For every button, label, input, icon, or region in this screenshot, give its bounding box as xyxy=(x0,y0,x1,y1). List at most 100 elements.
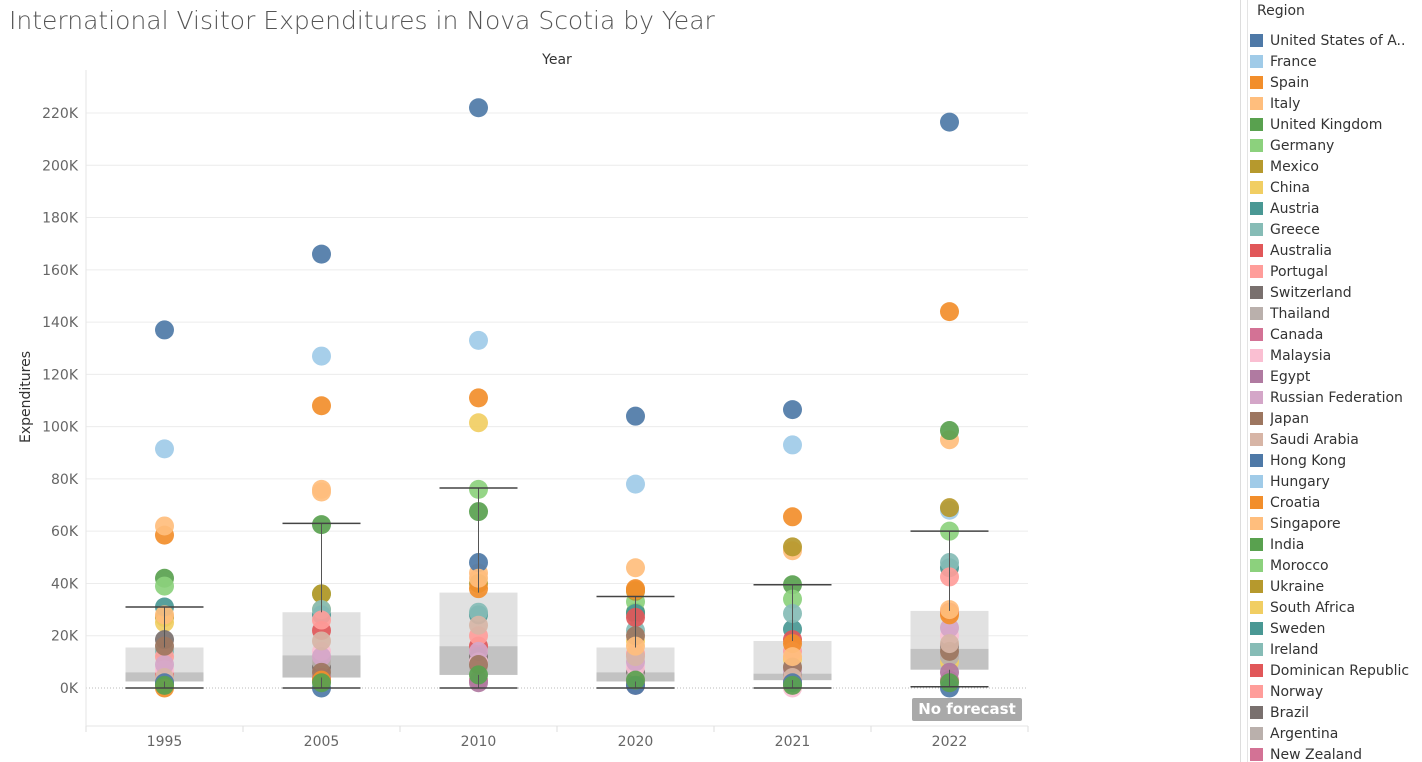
legend-item[interactable]: New Zealand xyxy=(1250,744,1409,762)
legend-item[interactable]: Croatia xyxy=(1250,492,1409,513)
legend-item[interactable]: China xyxy=(1250,177,1409,198)
grid-lines xyxy=(86,112,1028,689)
legend-item[interactable]: Saudi Arabia xyxy=(1250,429,1409,450)
data-point xyxy=(626,406,645,426)
data-point xyxy=(155,516,174,536)
legend-label: Austria xyxy=(1270,200,1320,217)
legend-item[interactable]: Egypt xyxy=(1250,366,1409,387)
legend-label: Japan xyxy=(1270,410,1310,427)
y-tick-label: 220K xyxy=(42,106,79,122)
legend-swatch xyxy=(1250,391,1263,404)
data-point xyxy=(469,641,488,661)
legend-item[interactable]: Thailand xyxy=(1250,303,1409,324)
legend-item[interactable]: Morocco xyxy=(1250,555,1409,576)
legend-item[interactable]: Argentina xyxy=(1250,723,1409,744)
legend-label: Hungary xyxy=(1270,473,1330,490)
data-point xyxy=(940,634,959,654)
legend-item[interactable]: Norway xyxy=(1250,681,1409,702)
legend-label: Germany xyxy=(1270,137,1335,154)
legend-title: Region xyxy=(1257,3,1305,19)
legend-swatch xyxy=(1250,34,1263,47)
legend-item[interactable]: Australia xyxy=(1250,240,1409,261)
legend-swatch xyxy=(1250,328,1263,341)
y-tick-label: 140K xyxy=(42,315,79,331)
y-tick-label: 80K xyxy=(51,472,79,488)
legend-swatch xyxy=(1250,496,1263,509)
data-point xyxy=(155,320,174,340)
legend-label: Russian Federation xyxy=(1270,389,1403,406)
legend-label: Greece xyxy=(1270,221,1320,238)
data-point xyxy=(469,615,488,635)
legend-swatch xyxy=(1250,517,1263,530)
legend-swatch xyxy=(1250,454,1263,467)
legend-item[interactable]: Hungary xyxy=(1250,471,1409,492)
box-plot-chart: 0K 20K 40K 60K 80K 100K 120K 140K 160K 180K 200K 22… xyxy=(18,52,1029,750)
legend-label: France xyxy=(1270,53,1317,70)
legend-swatch xyxy=(1250,97,1263,110)
data-point xyxy=(626,670,645,690)
legend-list: United States of A.. France Spain Italy Unit… xyxy=(1250,30,1409,762)
no-forecast-badge: No forecast xyxy=(912,698,1022,721)
legend-label: Malaysia xyxy=(1270,347,1332,364)
legend-item[interactable]: India xyxy=(1250,534,1409,555)
data-point xyxy=(783,537,802,557)
data-point xyxy=(626,558,645,578)
legend-item[interactable]: Malaysia xyxy=(1250,345,1409,366)
data-point xyxy=(155,439,174,459)
data-point xyxy=(783,435,802,455)
legend-item[interactable]: Dominican Republic xyxy=(1250,660,1409,681)
legend-item[interactable]: Greece xyxy=(1250,219,1409,240)
legend-swatch xyxy=(1250,706,1263,719)
legend-item[interactable]: France xyxy=(1250,51,1409,72)
data-point xyxy=(783,400,802,420)
legend-item[interactable]: Mexico xyxy=(1250,156,1409,177)
y-tick-label: 0K xyxy=(60,681,79,697)
legend-swatch xyxy=(1250,685,1263,698)
data-point xyxy=(469,388,488,408)
legend-item[interactable]: United Kingdom xyxy=(1250,114,1409,135)
data-point xyxy=(783,507,802,527)
legend-item[interactable]: United States of A.. xyxy=(1250,30,1409,51)
legend-label: Ukraine xyxy=(1270,578,1325,595)
legend-swatch xyxy=(1250,349,1263,362)
legend-swatch xyxy=(1250,139,1263,152)
legend-swatch xyxy=(1250,559,1263,572)
legend-label: India xyxy=(1270,536,1305,553)
legend-item[interactable]: Sweden xyxy=(1250,618,1409,639)
legend-item[interactable]: South Africa xyxy=(1250,597,1409,618)
legend-item[interactable]: Switzerland xyxy=(1250,282,1409,303)
data-point xyxy=(469,98,488,118)
legend-item[interactable]: Brazil xyxy=(1250,702,1409,723)
legend-item[interactable]: Portugal xyxy=(1250,261,1409,282)
data-point xyxy=(783,647,802,667)
legend-item[interactable]: Canada xyxy=(1250,324,1409,345)
legend-label: Spain xyxy=(1270,74,1310,91)
legend-swatch xyxy=(1250,601,1263,614)
legend-label: Portugal xyxy=(1270,263,1328,280)
legend-item[interactable]: Spain xyxy=(1250,72,1409,93)
legend-item[interactable]: Italy xyxy=(1250,93,1409,114)
legend-label: Norway xyxy=(1270,683,1324,700)
legend-item[interactable]: Ireland xyxy=(1250,639,1409,660)
legend-item[interactable]: Ukraine xyxy=(1250,576,1409,597)
legend-item[interactable]: Germany xyxy=(1250,135,1409,156)
legend-item[interactable]: Hong Kong xyxy=(1250,450,1409,471)
legend-item[interactable]: Russian Federation xyxy=(1250,387,1409,408)
legend-label: Morocco xyxy=(1270,557,1329,574)
legend-item[interactable]: Singapore xyxy=(1250,513,1409,534)
y-tick-label: 200K xyxy=(42,158,79,174)
legend-label: Saudi Arabia xyxy=(1270,431,1359,448)
legend-swatch xyxy=(1250,202,1263,215)
legend-swatch xyxy=(1250,307,1263,320)
legend-label: New Zealand xyxy=(1270,746,1362,762)
legend-item[interactable]: Japan xyxy=(1250,408,1409,429)
legend-label: Mexico xyxy=(1270,158,1319,175)
legend-label: Egypt xyxy=(1270,368,1311,385)
y-tick-label: 180K xyxy=(42,211,79,227)
data-point xyxy=(312,346,331,366)
data-point xyxy=(469,413,488,433)
legend-item[interactable]: Austria xyxy=(1250,198,1409,219)
data-point xyxy=(312,244,331,264)
legend-swatch xyxy=(1250,286,1263,299)
legend-swatch xyxy=(1250,160,1263,173)
